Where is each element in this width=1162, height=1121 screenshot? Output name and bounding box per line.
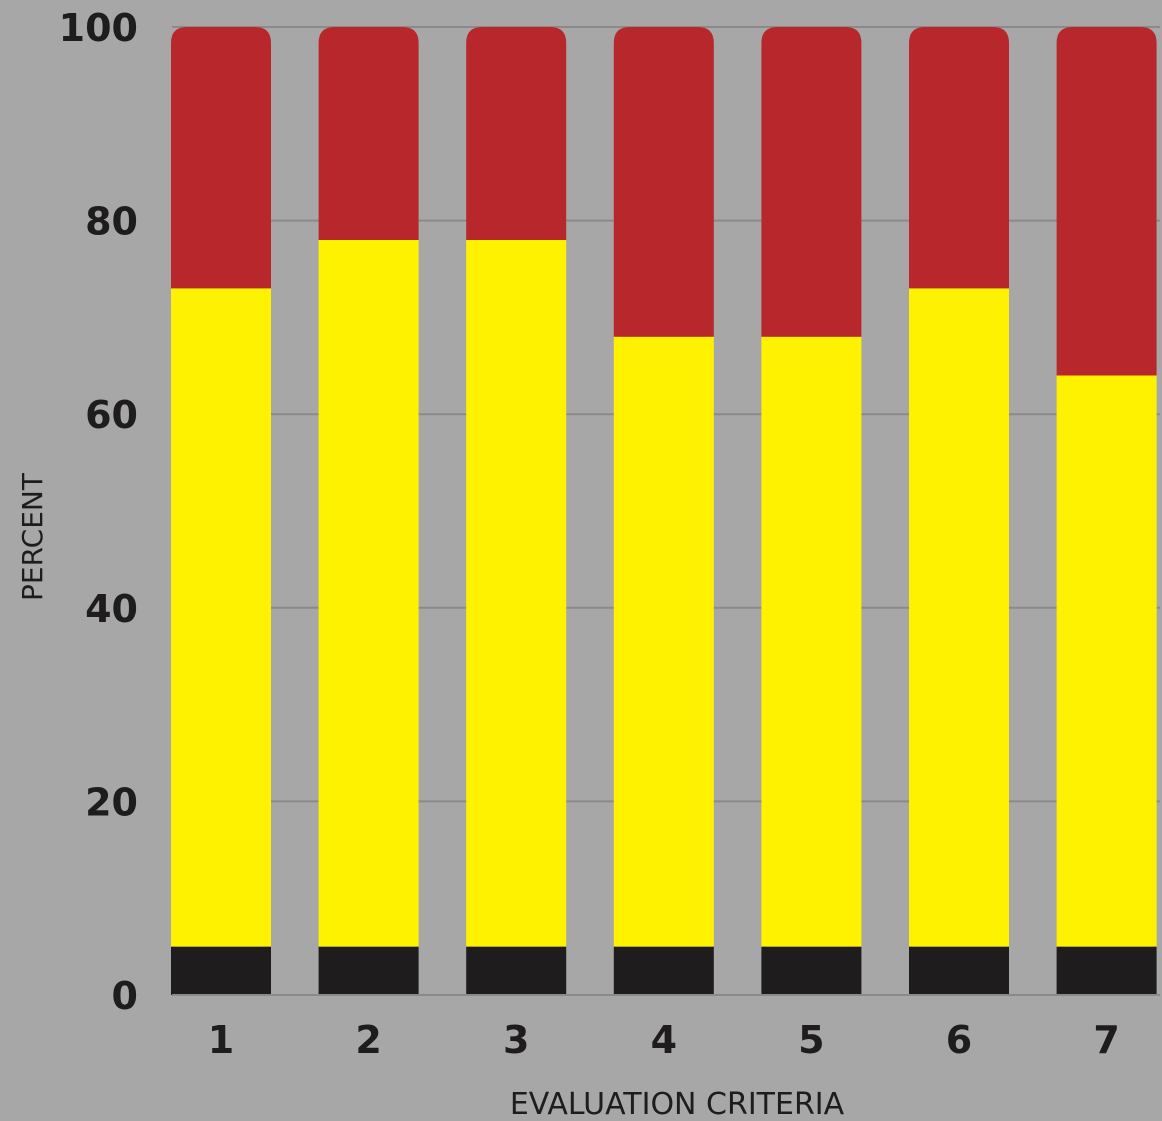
y-tick-label: 20 bbox=[85, 780, 138, 824]
bar-segment bbox=[909, 27, 1009, 289]
bar-stack bbox=[318, 27, 419, 995]
y-axis-ticks: 0 20 40 60 80 100 bbox=[59, 6, 138, 1018]
bar-segment bbox=[1056, 946, 1157, 995]
bar-segment bbox=[318, 239, 419, 947]
y-axis-label: PERCENT bbox=[16, 472, 49, 601]
bar-segment bbox=[761, 946, 862, 995]
bar-stack bbox=[171, 27, 271, 995]
bar-segment bbox=[909, 946, 1009, 995]
bar-segment bbox=[613, 946, 714, 995]
bar-stack bbox=[613, 27, 714, 995]
bar-stack bbox=[909, 27, 1009, 995]
bar-segment bbox=[1056, 27, 1157, 376]
x-tick-label: 1 bbox=[208, 1018, 234, 1062]
y-tick-label: 60 bbox=[85, 393, 138, 437]
bar-segment bbox=[1056, 375, 1157, 947]
bar-segment bbox=[318, 946, 419, 995]
bar-segment bbox=[171, 27, 271, 289]
bar-segment bbox=[466, 239, 567, 947]
bar-segment bbox=[761, 27, 862, 337]
bar-segment bbox=[171, 288, 271, 947]
bar-segment bbox=[909, 288, 1009, 947]
bars bbox=[171, 27, 1157, 995]
bar-stack bbox=[1056, 27, 1157, 995]
x-tick-label: 6 bbox=[946, 1018, 972, 1062]
bar-stack bbox=[466, 27, 567, 995]
y-tick-label: 40 bbox=[85, 587, 138, 631]
y-tick-label: 80 bbox=[85, 200, 138, 244]
x-axis-ticks: 1 2 3 4 5 6 7 bbox=[208, 1018, 1120, 1062]
bar-segment bbox=[613, 336, 714, 947]
bar-stack bbox=[761, 27, 862, 995]
x-tick-label: 7 bbox=[1093, 1018, 1119, 1062]
bar-segment bbox=[466, 27, 567, 240]
x-tick-label: 5 bbox=[798, 1018, 824, 1062]
x-tick-label: 2 bbox=[355, 1018, 381, 1062]
bar-segment bbox=[318, 27, 419, 240]
y-tick-label: 0 bbox=[112, 974, 138, 1018]
y-tick-label: 100 bbox=[59, 6, 138, 50]
x-axis-label: EVALUATION CRITERIA bbox=[510, 1087, 845, 1121]
bar-segment bbox=[613, 27, 714, 337]
bar-segment bbox=[466, 946, 567, 995]
bar-segment bbox=[171, 946, 271, 995]
bar-segment bbox=[761, 336, 862, 947]
x-tick-label: 4 bbox=[651, 1018, 677, 1062]
x-tick-label: 3 bbox=[503, 1018, 529, 1062]
